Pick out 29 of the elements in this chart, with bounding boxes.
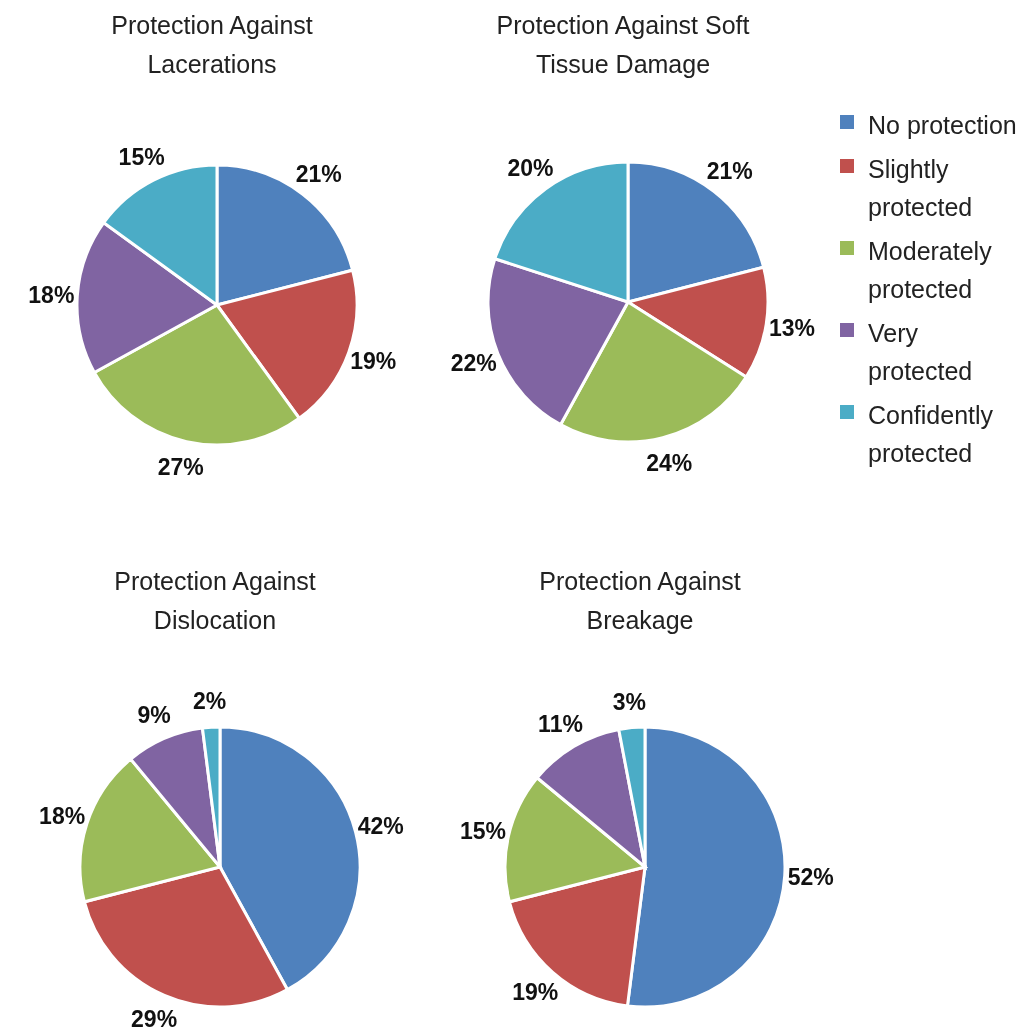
data-label: 27% (157, 454, 204, 480)
legend-label: Confidently protected (868, 400, 995, 469)
legend-label: Very protected (868, 318, 974, 387)
data-label: 9% (137, 701, 171, 728)
data-label: 3% (612, 688, 646, 715)
chart-title: Protection Against Lacerations (110, 10, 314, 80)
legend-label: Moderately protected (868, 236, 993, 305)
data-label: 42% (357, 812, 404, 839)
data-label: 18% (39, 802, 86, 829)
data-label: 21% (706, 157, 753, 184)
chart-title: Protection Against Soft Tissue Damage (495, 10, 751, 80)
data-label: 15% (459, 817, 507, 844)
legend-label: Slightly protected (868, 154, 974, 223)
data-label: 29% (131, 1006, 178, 1030)
chart-title: Protection Against Dislocation (113, 566, 317, 636)
data-label: 22% (450, 350, 497, 377)
data-label: 52% (787, 864, 834, 891)
chart-title: Protection Against Breakage (538, 566, 742, 636)
data-label: 24% (646, 449, 693, 476)
data-label: 15% (118, 144, 165, 171)
data-label: 21% (295, 160, 342, 187)
data-label: 19% (350, 348, 397, 375)
data-label: 19% (512, 978, 559, 1005)
data-label: 18% (28, 281, 75, 308)
data-label: 20% (507, 154, 554, 181)
data-label: 2% (192, 688, 227, 715)
legend-label: No protection (868, 110, 1018, 141)
data-label: 13% (768, 314, 815, 341)
data-label: 11% (538, 711, 583, 738)
